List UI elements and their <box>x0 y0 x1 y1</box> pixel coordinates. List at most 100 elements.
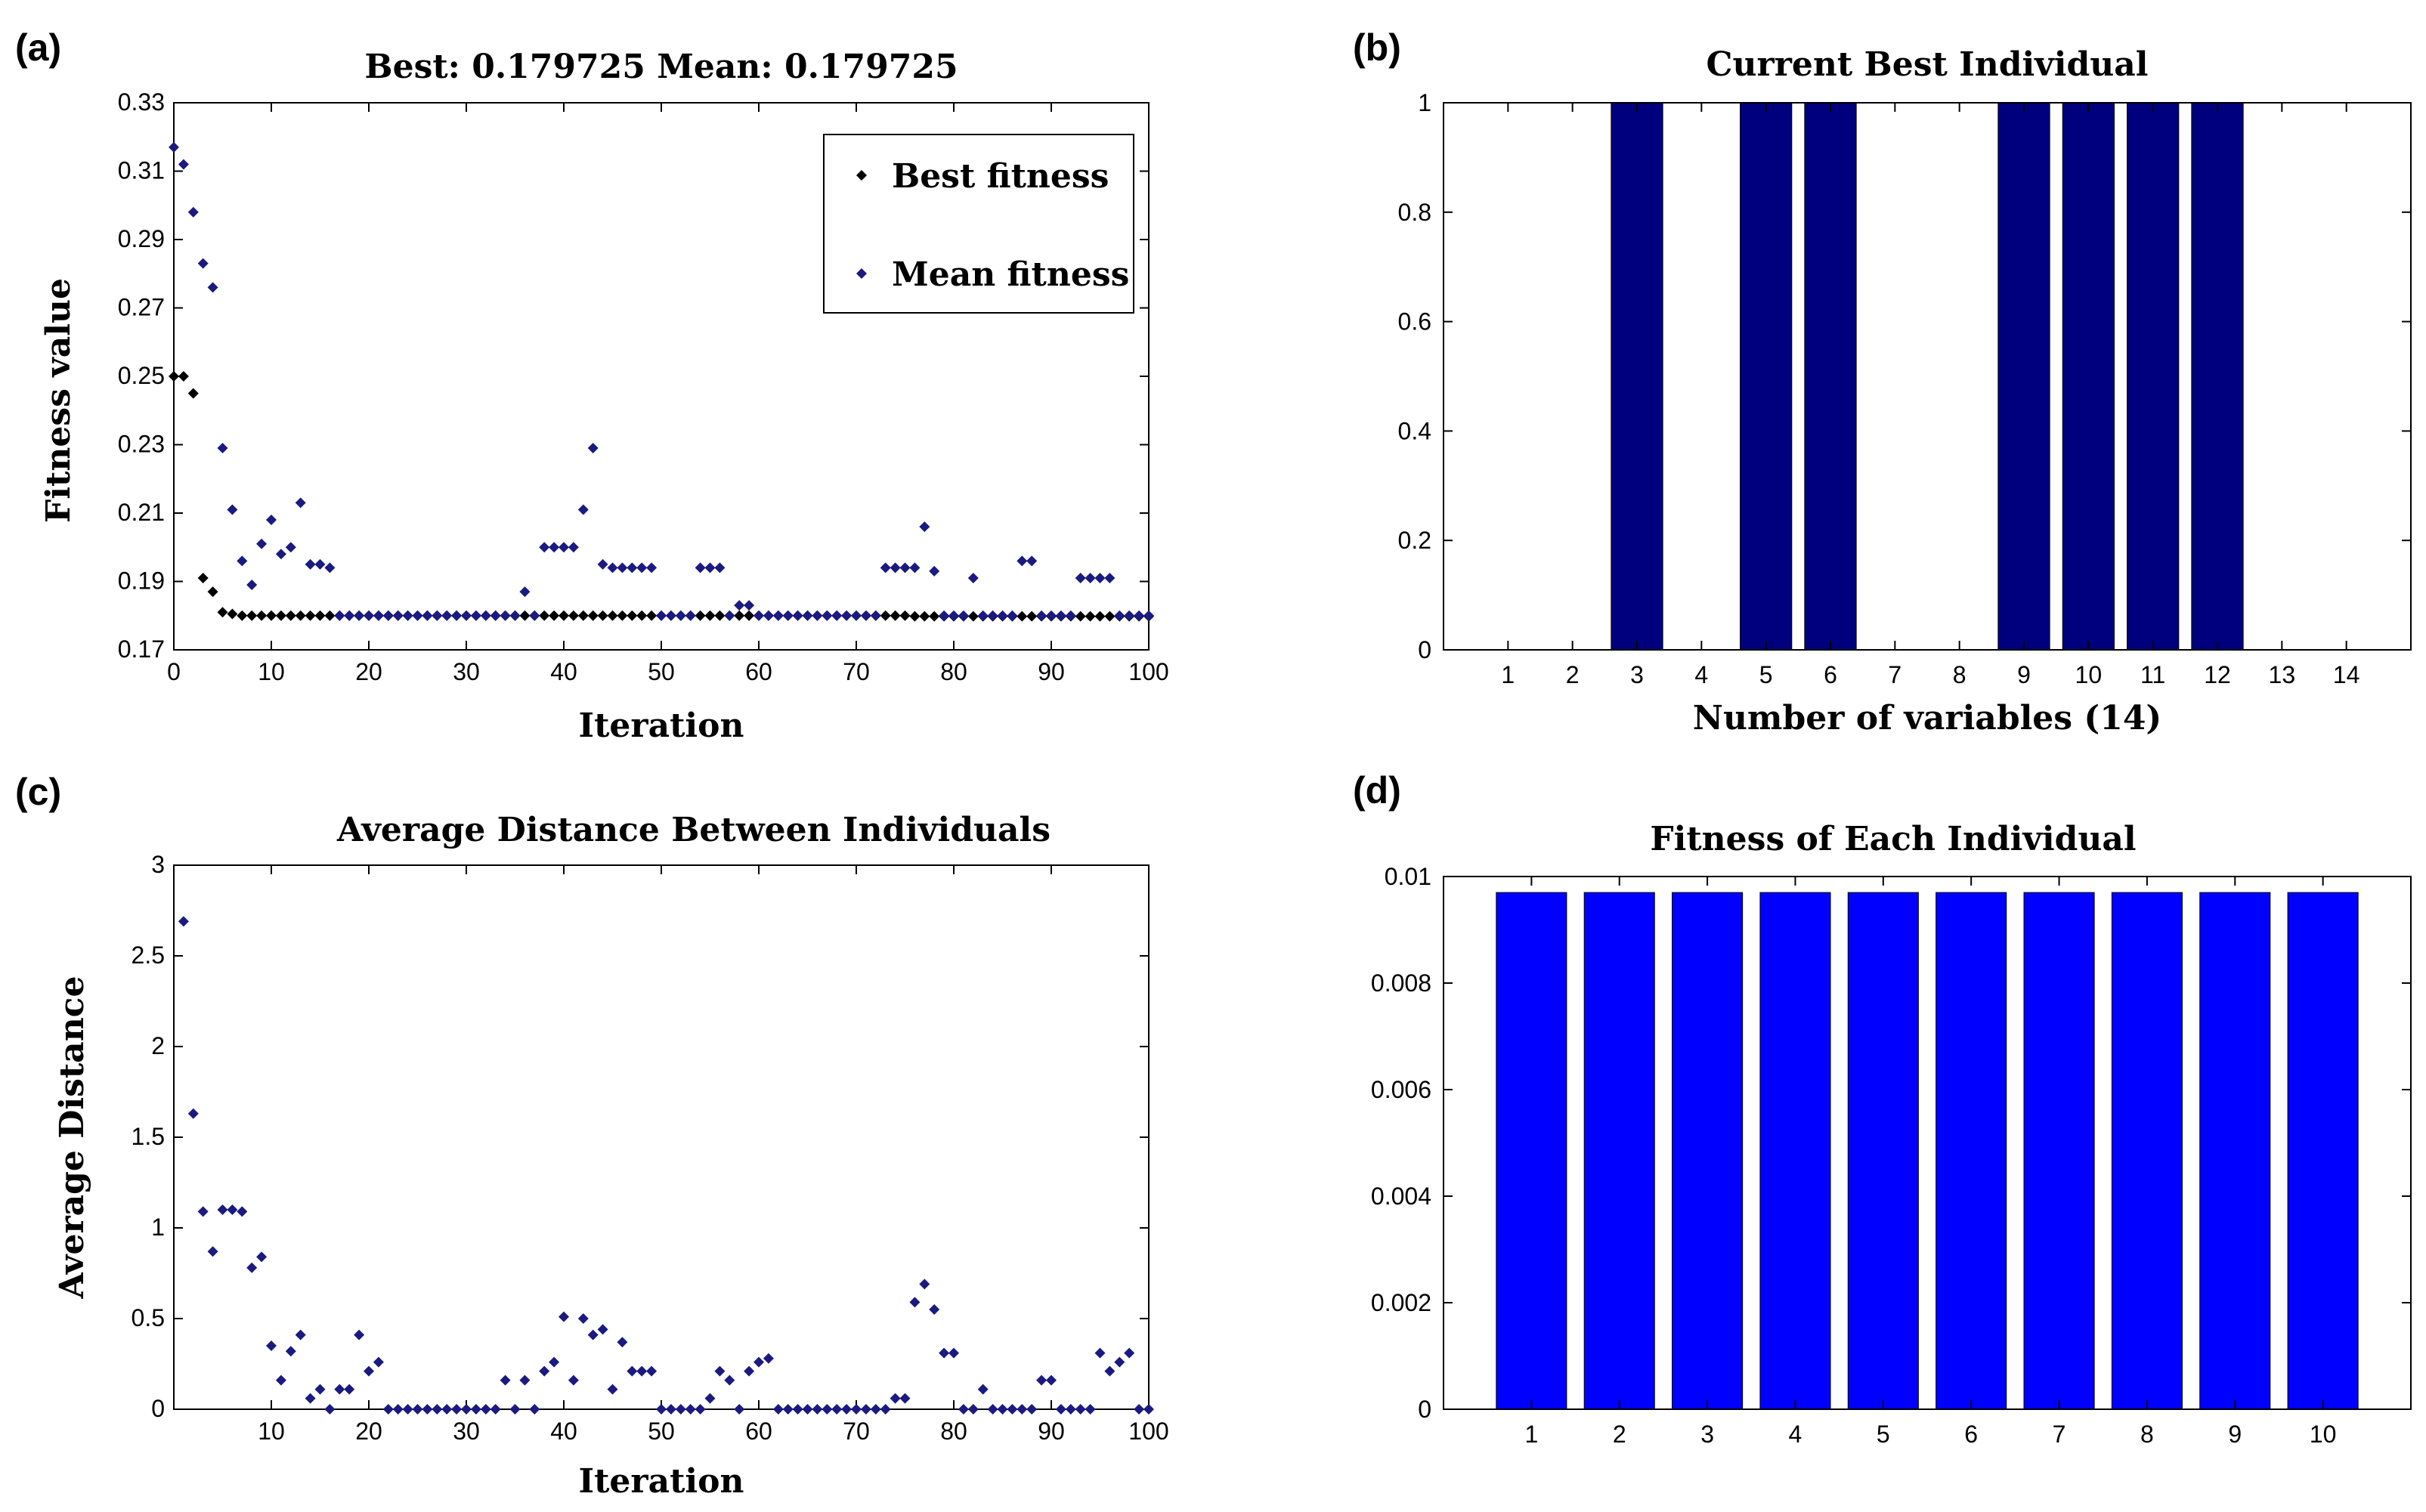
data-point-mean-fitness <box>627 562 638 574</box>
y-axis-label: Fitness value <box>39 278 78 523</box>
x-tick-label: 10 <box>258 658 285 685</box>
data-point-average-distance <box>197 1206 209 1217</box>
data-point-best-fitness <box>607 610 618 621</box>
data-point-best-fitness <box>519 610 531 621</box>
data-point-best-fitness <box>539 610 550 621</box>
data-point-average-distance <box>227 1204 238 1215</box>
data-point-mean-fitness <box>772 610 784 621</box>
data-point-average-distance <box>559 1311 569 1322</box>
x-tick-label: 10 <box>2075 661 2103 688</box>
bar <box>1759 892 1831 1410</box>
data-point-best-fitness <box>919 611 930 622</box>
x-axis-label: Iteration <box>579 707 744 745</box>
data-point-average-distance <box>1007 1404 1018 1415</box>
x-tick-label: 100 <box>1128 1418 1168 1445</box>
data-point-average-distance <box>402 1404 413 1415</box>
data-point-average-distance <box>695 1404 706 1415</box>
data-point-best-fitness <box>617 610 628 621</box>
data-point-average-distance <box>392 1404 404 1415</box>
data-point-average-distance <box>665 1404 676 1415</box>
data-point-best-fitness <box>246 610 258 621</box>
data-point-average-distance <box>461 1404 472 1415</box>
data-point-mean-fitness <box>1114 610 1125 621</box>
bar <box>2127 102 2180 651</box>
data-point-average-distance <box>939 1347 950 1359</box>
data-point-mean-fitness <box>1143 610 1154 621</box>
data-point-average-distance <box>324 1404 336 1415</box>
data-point-mean-fitness <box>890 562 901 574</box>
data-point-average-distance <box>519 1374 531 1386</box>
data-point-mean-fitness <box>831 610 843 621</box>
data-point-mean-fitness <box>919 521 930 533</box>
y-tick-label: 2.5 <box>132 942 165 969</box>
data-point-average-distance <box>782 1404 794 1415</box>
legend-box <box>823 134 1134 314</box>
chart-title: Best: 0.179725 Mean: 0.179725 <box>364 48 958 86</box>
data-point-mean-fitness <box>519 586 531 598</box>
legend-marker <box>856 170 867 181</box>
data-point-mean-fitness <box>305 558 316 570</box>
data-point-mean-fitness <box>217 443 228 454</box>
data-point-mean-fitness <box>1065 610 1076 621</box>
data-point-mean-fitness <box>441 610 453 621</box>
data-point-average-distance <box>275 1374 286 1386</box>
bar <box>1740 102 1793 651</box>
data-point-mean-fitness <box>382 610 394 621</box>
data-point-mean-fitness <box>169 141 179 153</box>
data-point-mean-fitness <box>354 610 365 621</box>
x-tick-label: 10 <box>258 1418 285 1445</box>
data-point-average-distance <box>470 1404 481 1415</box>
data-point-average-distance <box>246 1262 258 1273</box>
data-point-average-distance <box>1026 1404 1038 1415</box>
data-point-average-distance <box>744 1365 755 1377</box>
data-point-average-distance <box>422 1404 433 1415</box>
x-tick-label: 60 <box>745 1418 772 1445</box>
data-point-mean-fitness <box>559 542 569 553</box>
data-point-mean-fitness <box>364 610 374 621</box>
data-point-average-distance <box>480 1404 491 1415</box>
data-point-mean-fitness <box>802 610 813 621</box>
data-point-mean-fitness <box>646 562 658 574</box>
data-point-best-fitness <box>295 610 306 621</box>
data-point-mean-fitness <box>822 610 833 621</box>
bar <box>1672 892 1744 1410</box>
x-tick-label: 20 <box>355 658 382 685</box>
data-point-best-fitness <box>1085 611 1096 622</box>
x-tick-label: 60 <box>745 658 772 685</box>
data-point-best-fitness <box>1017 611 1028 622</box>
data-point-mean-fitness <box>753 610 764 621</box>
data-point-average-distance <box>1046 1374 1057 1386</box>
data-point-mean-fitness <box>967 572 979 583</box>
data-point-mean-fitness <box>344 610 355 621</box>
y-tick-label: 1 <box>151 1214 165 1241</box>
data-point-average-distance <box>704 1393 716 1404</box>
data-point-average-distance <box>441 1404 453 1415</box>
y-tick-label: 1 <box>1418 89 1431 116</box>
x-tick-label: 4 <box>1694 661 1708 688</box>
data-point-average-distance <box>217 1204 228 1215</box>
panel-label: (c) <box>15 771 61 813</box>
data-point-best-fitness <box>324 610 336 621</box>
data-point-mean-fitness <box>1094 572 1106 583</box>
x-tick-label: 80 <box>940 658 967 685</box>
y-tick-label: 0 <box>1418 1396 1431 1423</box>
data-point-average-distance <box>675 1404 686 1415</box>
data-point-average-distance <box>714 1365 726 1377</box>
x-tick-label: 1 <box>1501 661 1515 688</box>
x-tick-label: 1 <box>1524 1421 1538 1448</box>
data-point-average-distance <box>412 1404 423 1415</box>
data-point-mean-fitness <box>1104 572 1116 583</box>
x-tick-label: 3 <box>1630 661 1644 688</box>
data-point-mean-fitness <box>324 562 336 574</box>
bar <box>2023 892 2095 1410</box>
y-tick-label: 0.006 <box>1371 1076 1431 1103</box>
x-tick-label: 40 <box>550 1418 577 1445</box>
x-tick-label: 6 <box>1964 1421 1978 1448</box>
data-point-mean-fitness <box>412 610 423 621</box>
data-point-mean-fitness <box>178 159 189 170</box>
legend-entry: Mean fitness <box>892 255 1129 294</box>
bar <box>1847 892 1919 1410</box>
x-tick-label: 14 <box>2333 661 2360 688</box>
y-tick-label: 0.01 <box>1385 863 1431 890</box>
data-point-average-distance <box>577 1313 589 1324</box>
